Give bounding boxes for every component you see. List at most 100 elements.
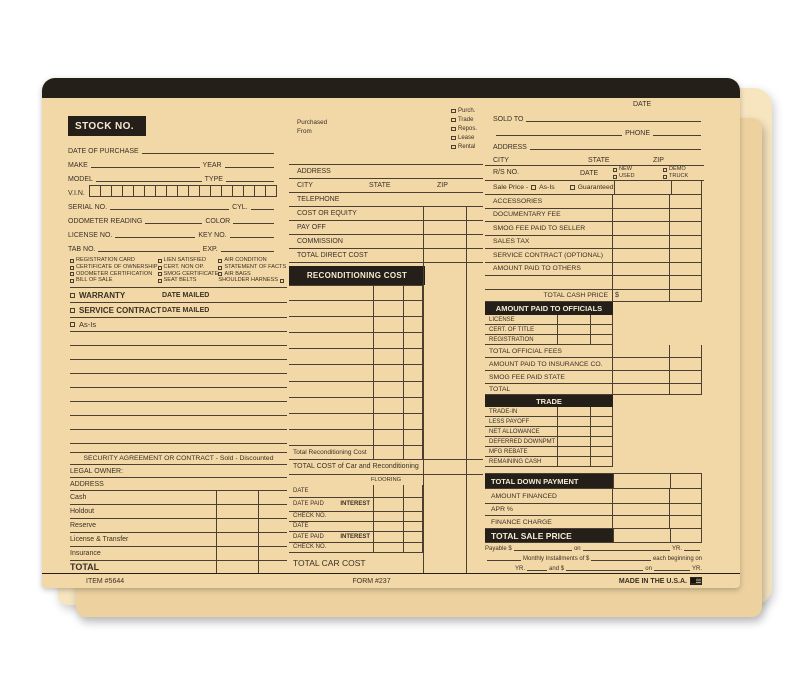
amount-cell[interactable] xyxy=(373,531,403,542)
cents-cell[interactable] xyxy=(669,371,701,383)
amount-cell[interactable] xyxy=(216,561,258,573)
checkbox-icon[interactable] xyxy=(157,265,162,270)
amount-cell[interactable] xyxy=(557,335,590,344)
amount-cell[interactable] xyxy=(216,491,258,504)
cents-cell[interactable] xyxy=(669,222,701,235)
checkbox-icon[interactable] xyxy=(613,167,617,172)
amount-cell[interactable] xyxy=(373,542,403,552)
payable-date-field[interactable] xyxy=(582,550,670,551)
reconditioning-row[interactable] xyxy=(289,397,423,414)
cents-cell[interactable] xyxy=(466,207,483,220)
cents-cell[interactable] xyxy=(669,504,701,515)
amount-cell[interactable] xyxy=(613,474,670,488)
cents-cell[interactable] xyxy=(669,276,701,289)
amount-cell[interactable] xyxy=(216,505,258,518)
checkbox-icon[interactable] xyxy=(280,279,285,284)
checkbox-rental[interactable]: Rental xyxy=(451,144,477,150)
cents-cell[interactable] xyxy=(670,529,702,542)
checkbox-icon[interactable] xyxy=(157,272,162,277)
year-field[interactable] xyxy=(224,167,274,168)
amount-cell[interactable] xyxy=(557,417,590,426)
checkbox-icon[interactable] xyxy=(70,265,74,270)
checkbox-air-condition[interactable]: AIR CONDITION xyxy=(218,257,287,264)
checkbox-icon[interactable] xyxy=(451,135,456,141)
ruled-line[interactable] xyxy=(70,430,287,444)
installment-amount-field[interactable] xyxy=(591,560,651,561)
cents-cell[interactable] xyxy=(590,315,612,324)
amount-cell[interactable] xyxy=(216,547,258,560)
cents-cell[interactable] xyxy=(466,459,483,474)
amount-cell[interactable] xyxy=(557,407,590,416)
reconditioning-row[interactable] xyxy=(289,349,423,366)
cents-cell[interactable] xyxy=(590,325,612,334)
cents-cell[interactable] xyxy=(669,208,701,221)
amount-cell[interactable] xyxy=(423,459,466,474)
final-amount-field[interactable] xyxy=(566,570,644,571)
amount-cell[interactable] xyxy=(612,249,669,262)
ruled-line[interactable] xyxy=(70,402,287,416)
checkbox-demo[interactable]: DEMO xyxy=(663,166,688,173)
amount-cell[interactable] xyxy=(373,497,403,511)
amount-cell[interactable] xyxy=(613,181,671,194)
checkbox-icon[interactable] xyxy=(218,265,223,270)
amount-cell[interactable] xyxy=(612,235,669,248)
telephone-row[interactable]: TELEPHONE xyxy=(289,193,483,207)
cents-cell[interactable] xyxy=(258,561,287,573)
as-is-checkbox[interactable] xyxy=(531,185,537,190)
checkbox-purch[interactable]: Purch. xyxy=(451,108,477,114)
amount-cell[interactable] xyxy=(557,447,590,456)
cents-cell[interactable] xyxy=(670,181,703,194)
reconditioning-row[interactable] xyxy=(289,429,423,446)
cents-cell[interactable] xyxy=(669,384,701,394)
amount-cell[interactable] xyxy=(373,445,403,459)
cents-cell[interactable] xyxy=(466,249,483,262)
reconditioning-row[interactable] xyxy=(289,413,423,430)
amount-cell[interactable] xyxy=(373,521,403,531)
cents-cell[interactable] xyxy=(590,437,612,446)
checkbox-certificate-of-ownership[interactable]: CERTIFICATE OF OWNERSHIP xyxy=(70,264,158,271)
amount-cell[interactable] xyxy=(612,262,669,275)
serial-no-field[interactable] xyxy=(110,209,230,210)
sold-to-field[interactable] xyxy=(526,121,701,122)
amount-cell[interactable] xyxy=(557,457,590,466)
checkbox-icon[interactable] xyxy=(613,174,617,179)
address-field[interactable] xyxy=(529,149,701,150)
checkbox-icon[interactable] xyxy=(157,279,162,284)
type-field[interactable] xyxy=(225,181,274,182)
yr-field[interactable] xyxy=(684,550,700,551)
notes-ruled-lines[interactable] xyxy=(70,332,287,444)
amount-cell[interactable] xyxy=(612,489,669,503)
reconditioning-row[interactable] xyxy=(289,285,423,302)
final-date-field[interactable] xyxy=(653,570,690,571)
cents-cell[interactable] xyxy=(403,521,423,531)
cents-cell[interactable] xyxy=(590,427,612,436)
amount-cell[interactable] xyxy=(612,358,669,370)
cyl-field[interactable] xyxy=(250,209,274,210)
checkbox-lien-satisfied[interactable]: LIEN SATISFIED xyxy=(157,257,219,264)
key-no-field[interactable] xyxy=(229,237,275,238)
checkbox-icon[interactable] xyxy=(70,272,74,277)
checkbox-icon[interactable] xyxy=(663,174,667,179)
as-is-checkbox[interactable] xyxy=(70,322,75,327)
cents-cell[interactable] xyxy=(669,235,701,248)
cents-cell[interactable] xyxy=(669,249,701,262)
amount-cell[interactable] xyxy=(373,511,403,521)
checkbox-icon[interactable] xyxy=(451,108,456,114)
reconditioning-grid[interactable] xyxy=(289,285,483,446)
checkbox-repos[interactable]: Repos. xyxy=(451,126,477,132)
guaranteed-checkbox[interactable] xyxy=(569,185,575,190)
amount-cell[interactable] xyxy=(612,384,669,394)
amount-cell[interactable] xyxy=(612,371,669,383)
amount-cell[interactable] xyxy=(612,195,669,208)
amount-cell[interactable] xyxy=(613,529,670,542)
license-no-field[interactable] xyxy=(115,237,196,238)
checkbox-icon[interactable] xyxy=(218,258,223,263)
checkbox-registration-card[interactable]: REGISTRATION CARD xyxy=(70,257,158,264)
checkbox-shoulder-harness[interactable]: SHOULDER HARNESS xyxy=(218,278,287,284)
cents-cell[interactable] xyxy=(258,505,287,518)
make-field[interactable] xyxy=(90,167,200,168)
cents-cell[interactable] xyxy=(590,447,612,456)
amount-cell[interactable] xyxy=(216,533,258,546)
exp-field[interactable] xyxy=(220,251,274,252)
cents-cell[interactable] xyxy=(590,417,612,426)
